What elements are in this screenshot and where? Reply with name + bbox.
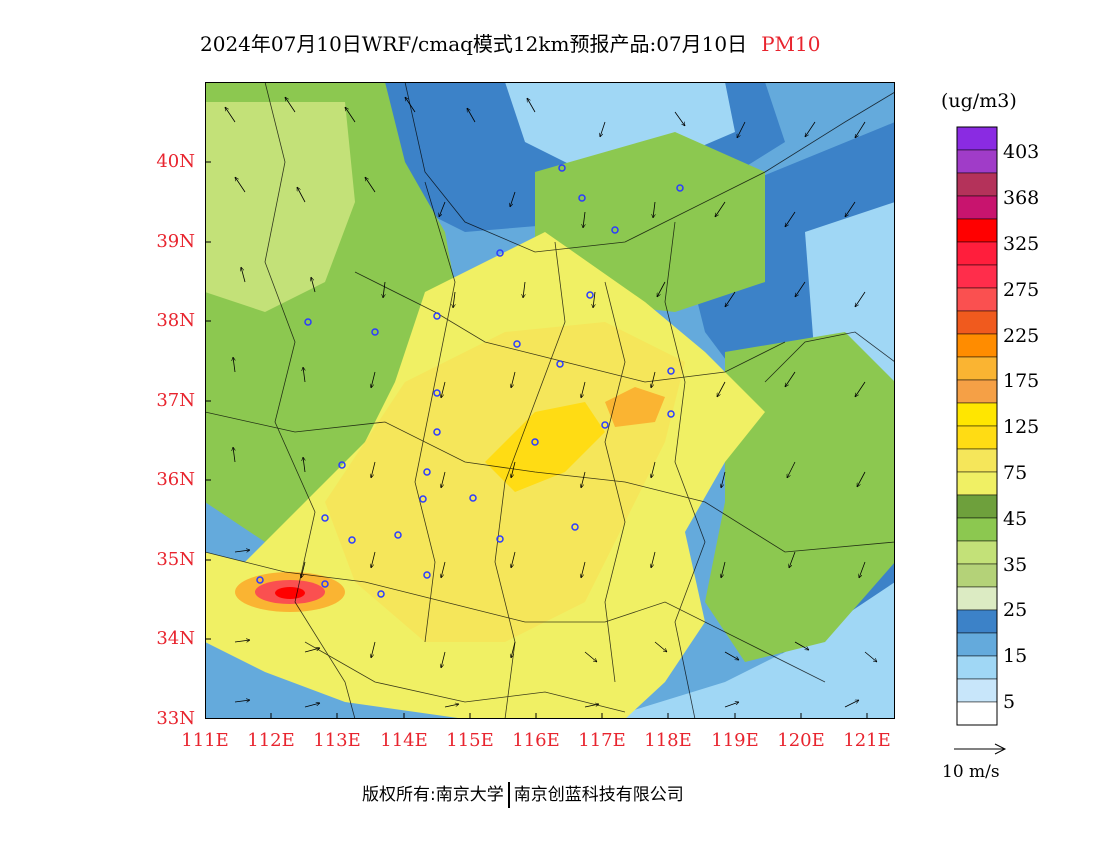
legend-swatch bbox=[956, 241, 998, 266]
legend-label-25: 25 bbox=[1003, 599, 1028, 621]
lon-label-116e: 116E bbox=[512, 730, 560, 751]
hotspot-core bbox=[275, 587, 305, 599]
legend-swatch bbox=[956, 448, 998, 473]
legend-swatch bbox=[956, 126, 998, 151]
legend-label-275: 275 bbox=[1003, 279, 1040, 301]
legend-swatch bbox=[956, 586, 998, 611]
legend-label-325: 325 bbox=[1003, 233, 1040, 255]
legend-swatch bbox=[956, 517, 998, 542]
lon-label-121e: 121E bbox=[843, 730, 891, 751]
lon-label-111e: 111E bbox=[181, 730, 229, 751]
land-green-light bbox=[205, 102, 355, 312]
lon-label-119e: 119E bbox=[711, 730, 759, 751]
city-markers bbox=[256, 164, 684, 598]
land-orange-ne bbox=[605, 387, 665, 427]
southeast-light bbox=[605, 582, 895, 719]
legend-swatch bbox=[956, 195, 998, 220]
legend-label-5: 5 bbox=[1003, 691, 1016, 713]
legend-swatch bbox=[956, 540, 998, 565]
legend-label-368: 368 bbox=[1003, 187, 1040, 209]
legend-colorbar bbox=[956, 126, 998, 726]
lon-label-120e: 120E bbox=[777, 730, 825, 751]
legend-swatch bbox=[956, 471, 998, 496]
legend-swatch bbox=[956, 701, 998, 726]
legend-swatch bbox=[956, 356, 998, 381]
legend-swatch bbox=[956, 264, 998, 289]
lat-label-37n: 37N bbox=[156, 390, 195, 411]
legend-swatch bbox=[956, 494, 998, 519]
chart-title: 2024年07月10日WRF/cmaq模式12km预报产品:07月10日 PM10 bbox=[200, 28, 820, 57]
lon-label-114e: 114E bbox=[380, 730, 428, 751]
legend-swatch bbox=[956, 678, 998, 703]
boundaries bbox=[205, 82, 895, 719]
legend-swatch bbox=[956, 655, 998, 680]
lat-label-36n: 36N bbox=[156, 469, 195, 490]
legend-swatch bbox=[956, 402, 998, 427]
lat-label-34n: 34N bbox=[156, 628, 195, 649]
title-main: 2024年07月10日WRF/cmaq模式12km预报产品:07月10日 bbox=[200, 32, 748, 56]
legend-swatch bbox=[956, 563, 998, 588]
lon-label-117e: 117E bbox=[578, 730, 626, 751]
legend-swatch bbox=[956, 379, 998, 404]
legend-frame bbox=[956, 126, 998, 726]
lon-label-115e: 115E bbox=[446, 730, 494, 751]
tick-marks bbox=[205, 161, 868, 719]
copyright-right: 南京创蓝科技有限公司 bbox=[513, 785, 684, 805]
copyright-separator bbox=[507, 782, 510, 808]
legend-label-75: 75 bbox=[1003, 462, 1028, 484]
wind-reference-arrow bbox=[954, 743, 1007, 755]
lon-label-113e: 113E bbox=[313, 730, 361, 751]
lat-label-39n: 39N bbox=[156, 231, 195, 252]
legend-swatch bbox=[956, 333, 998, 358]
legend-label-225: 225 bbox=[1003, 325, 1040, 347]
wind-vectors bbox=[225, 97, 877, 708]
legend-label-175: 175 bbox=[1003, 370, 1040, 392]
copyright-left: 版权所有:南京大学 bbox=[362, 785, 504, 805]
legend-swatch bbox=[956, 149, 998, 174]
legend-swatch bbox=[956, 218, 998, 243]
copyright: 版权所有:南京大学 南京创蓝科技有限公司 bbox=[362, 780, 684, 808]
legend-label-35: 35 bbox=[1003, 554, 1028, 576]
legend-swatch bbox=[956, 172, 998, 197]
pm10-map bbox=[205, 82, 895, 719]
lon-label-112e: 112E bbox=[247, 730, 295, 751]
legend-swatch bbox=[956, 609, 998, 634]
legend-label-45: 45 bbox=[1003, 508, 1028, 530]
lon-label-118e: 118E bbox=[644, 730, 692, 751]
lat-label-40n: 40N bbox=[156, 151, 195, 172]
legend-swatch bbox=[956, 425, 998, 450]
lat-label-35n: 35N bbox=[156, 549, 195, 570]
legend-label-403: 403 bbox=[1003, 141, 1040, 163]
wind-reference-label: 10 m/s bbox=[942, 762, 1000, 782]
legend-swatch bbox=[956, 310, 998, 335]
legend-unit: (ug/m3) bbox=[941, 90, 1017, 112]
legend-swatch bbox=[956, 287, 998, 312]
legend-swatch bbox=[956, 632, 998, 657]
legend-label-125: 125 bbox=[1003, 416, 1040, 438]
lat-label-38n: 38N bbox=[156, 310, 195, 331]
lat-label-33n: 33N bbox=[156, 708, 195, 729]
product-name: PM10 bbox=[761, 32, 821, 56]
legend-label-15: 15 bbox=[1003, 645, 1028, 667]
